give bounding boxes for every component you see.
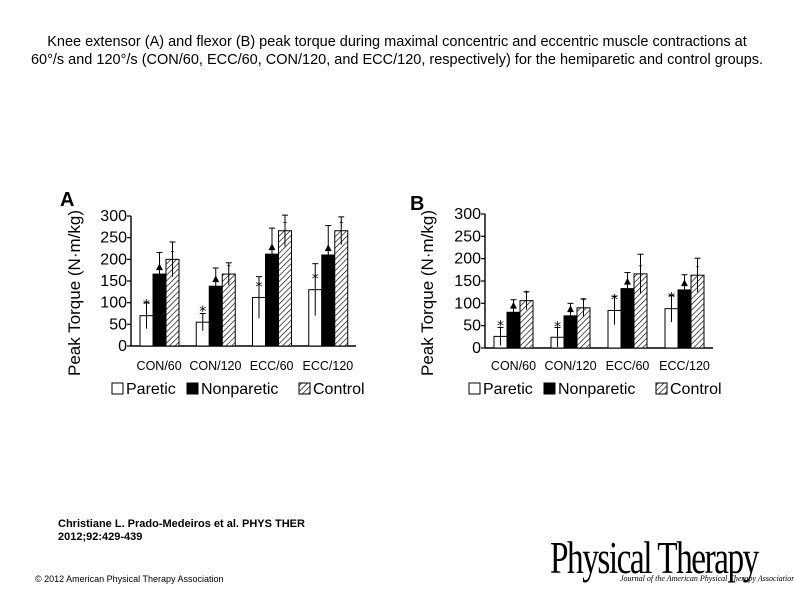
- y-tick-label: 300: [100, 208, 127, 225]
- x-tick-label: ECC/60: [250, 359, 294, 373]
- significance-marker: ▲: [624, 277, 631, 287]
- citation: Christiane L. Prado-Medeiros et al. PHYS…: [58, 518, 358, 544]
- legend-label-nonparetic: Nonparetic: [201, 381, 278, 398]
- y-tick-label: 250: [454, 228, 481, 245]
- citation-line-1: Christiane L. Prado-Medeiros et al. PHYS…: [58, 518, 305, 530]
- legend-swatch-nonparetic: [543, 382, 556, 395]
- legend-label-paretic: Paretic: [126, 381, 176, 398]
- y-tick-label: 200: [100, 251, 127, 268]
- journal-logo: Physical Therapy Journal of the American…: [550, 533, 794, 586]
- significance-marker: †: [171, 248, 175, 257]
- panel-letter: A: [60, 189, 74, 211]
- significance-marker: ▲: [212, 274, 219, 284]
- significance-marker: †: [525, 290, 529, 299]
- significance-marker: †: [283, 220, 287, 229]
- x-tick-label: ECC/60: [606, 359, 650, 373]
- significance-marker: ▲: [325, 243, 332, 253]
- x-tick-label: ECC/120: [303, 359, 354, 373]
- x-tick-label: CON/60: [137, 359, 182, 373]
- legend-swatch-paretic: [111, 382, 124, 395]
- significance-marker: *: [554, 319, 561, 335]
- significance-marker: ▲: [510, 300, 517, 310]
- significance-marker: †: [582, 297, 586, 306]
- panel-a: A 0 50 100 150 200 250 300 Peak Torque (N·m/kg) *…: [60, 189, 365, 398]
- x-tick-label: CON/120: [189, 359, 241, 373]
- y-tick-label: 150: [454, 273, 481, 290]
- panel-letter: B: [410, 193, 424, 215]
- significance-marker: *: [312, 272, 319, 288]
- significance-marker: *: [497, 318, 504, 334]
- significance-marker: †: [696, 264, 700, 273]
- legend-swatch-control: [298, 382, 311, 395]
- citation-line-2: 2012;92:429-439: [58, 531, 143, 543]
- copyright-notice: © 2012 American Physical Therapy Associa…: [35, 574, 224, 584]
- legend-swatch-control: [655, 382, 668, 395]
- significance-marker: *: [256, 279, 263, 295]
- significance-marker: ▲: [269, 242, 276, 252]
- legend-label-control: Control: [313, 381, 365, 398]
- y-axis-title: Peak Torque (N·m/kg): [65, 210, 84, 376]
- y-tick-label: 250: [100, 230, 127, 247]
- y-tick-label: 0: [118, 338, 127, 355]
- y-tick-label: 200: [454, 251, 481, 268]
- panel-b: B 0 50 100 150 200 250 300 Peak Torque (N·m/kg) *…: [410, 193, 722, 398]
- y-tick-label: 0: [472, 340, 481, 357]
- significance-marker: *: [143, 298, 150, 314]
- bar-control: [278, 230, 292, 347]
- figure-title: Knee extensor (A) and flexor (B) peak to…: [30, 34, 764, 68]
- legend-label-nonparetic: Nonparetic: [558, 381, 635, 398]
- y-tick-label: 100: [454, 295, 481, 312]
- journal-logo-subtitle: Journal of the American Physical Therapy…: [620, 574, 794, 583]
- x-tick-label: CON/120: [544, 359, 596, 373]
- y-tick-label: 100: [100, 295, 127, 312]
- y-tick-label: 50: [463, 318, 481, 335]
- significance-marker: *: [199, 304, 206, 320]
- legend-label-control: Control: [670, 381, 722, 398]
- legend-swatch-paretic: [468, 382, 481, 395]
- y-tick-label: 150: [100, 273, 127, 290]
- x-tick-label: CON/60: [491, 359, 536, 373]
- legend-swatch-nonparetic: [186, 382, 199, 395]
- bar-control: [334, 230, 349, 347]
- significance-marker: †: [227, 263, 231, 272]
- significance-marker: *: [611, 292, 618, 308]
- significance-marker: *: [668, 291, 675, 307]
- y-tick-label: 50: [109, 316, 127, 333]
- significance-marker: †: [339, 220, 343, 229]
- significance-marker: †: [639, 263, 643, 272]
- significance-marker: ▲: [156, 262, 163, 272]
- journal-logo-title: Physical Therapy: [550, 533, 759, 583]
- y-tick-label: 300: [454, 206, 481, 223]
- significance-marker: ▲: [681, 278, 688, 288]
- y-axis-title: Peak Torque (N·m/kg): [418, 210, 437, 376]
- significance-marker: ▲: [567, 304, 574, 314]
- legend-label-paretic: Paretic: [483, 381, 533, 398]
- x-tick-label: ECC/120: [659, 359, 710, 373]
